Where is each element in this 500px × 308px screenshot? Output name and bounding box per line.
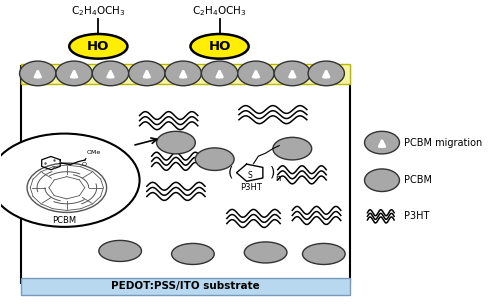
Text: PCBM: PCBM	[52, 216, 76, 225]
FancyBboxPatch shape	[21, 66, 350, 282]
Text: C$_2$H$_4$OCH$_3$: C$_2$H$_4$OCH$_3$	[192, 4, 247, 18]
Ellipse shape	[56, 61, 92, 86]
Circle shape	[0, 134, 140, 227]
Ellipse shape	[238, 61, 274, 86]
Text: HO: HO	[87, 40, 110, 53]
Text: n: n	[275, 174, 280, 183]
Text: P3HT: P3HT	[240, 183, 262, 192]
Circle shape	[27, 163, 106, 213]
Ellipse shape	[302, 243, 345, 265]
Ellipse shape	[99, 241, 142, 261]
Text: S: S	[248, 171, 252, 180]
Ellipse shape	[202, 61, 238, 86]
Ellipse shape	[308, 61, 344, 86]
Ellipse shape	[244, 242, 287, 263]
Ellipse shape	[70, 34, 128, 59]
Ellipse shape	[274, 61, 310, 86]
Ellipse shape	[20, 61, 56, 86]
Text: HO: HO	[208, 40, 231, 53]
Ellipse shape	[196, 148, 234, 170]
Text: ): )	[270, 166, 276, 180]
Ellipse shape	[364, 169, 400, 192]
Text: PEDOT:PSS/ITO substrate: PEDOT:PSS/ITO substrate	[112, 281, 260, 291]
Ellipse shape	[92, 61, 128, 86]
FancyBboxPatch shape	[21, 64, 350, 84]
Text: O: O	[82, 162, 87, 167]
Ellipse shape	[364, 131, 400, 154]
Ellipse shape	[156, 131, 196, 154]
Text: P3HT: P3HT	[404, 211, 429, 221]
Ellipse shape	[128, 61, 165, 86]
Text: C$_2$H$_4$OCH$_3$: C$_2$H$_4$OCH$_3$	[71, 4, 126, 18]
Ellipse shape	[172, 243, 214, 265]
Text: (: (	[228, 166, 234, 180]
Ellipse shape	[165, 61, 202, 86]
FancyBboxPatch shape	[21, 278, 350, 294]
Ellipse shape	[190, 34, 248, 59]
Ellipse shape	[273, 137, 312, 160]
Text: PCBM migration: PCBM migration	[404, 138, 482, 148]
Text: PCBM: PCBM	[404, 175, 432, 185]
Text: OMe: OMe	[87, 150, 101, 155]
